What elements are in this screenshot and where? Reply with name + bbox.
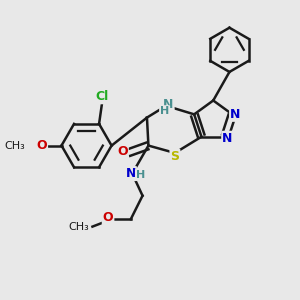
Text: H: H xyxy=(136,170,145,180)
Text: Cl: Cl xyxy=(95,90,109,103)
Text: N: N xyxy=(163,98,174,111)
Text: O: O xyxy=(36,139,47,152)
Text: N: N xyxy=(222,132,233,145)
Text: H: H xyxy=(160,106,169,116)
Text: O: O xyxy=(117,145,128,158)
Text: N: N xyxy=(230,108,240,121)
Text: N: N xyxy=(126,167,136,180)
Text: O: O xyxy=(103,211,113,224)
Text: CH₃: CH₃ xyxy=(69,222,89,232)
Text: S: S xyxy=(170,150,179,163)
Text: CH₃: CH₃ xyxy=(4,141,25,151)
